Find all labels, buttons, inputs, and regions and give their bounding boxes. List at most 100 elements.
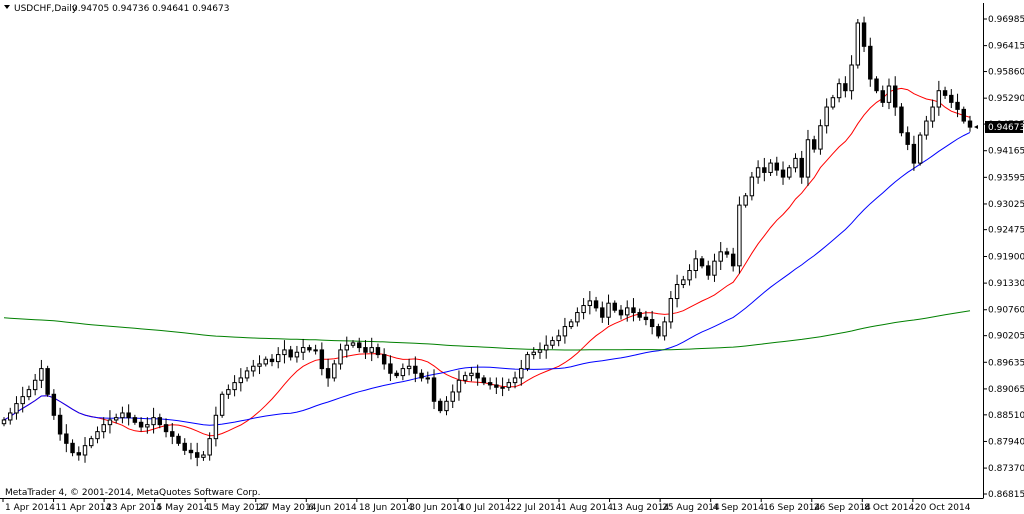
candle xyxy=(550,336,555,349)
candle xyxy=(762,157,767,182)
x-tick-label: 20 Oct 2014 xyxy=(915,503,971,513)
x-tick-label: 25 Aug 2014 xyxy=(662,503,720,513)
candle xyxy=(120,406,125,424)
candle xyxy=(562,317,568,344)
candle xyxy=(350,340,356,348)
candle xyxy=(637,308,642,321)
candle xyxy=(475,364,480,386)
candle xyxy=(531,347,536,360)
candle xyxy=(363,340,368,359)
candle xyxy=(263,356,268,367)
candle xyxy=(64,424,69,453)
candle xyxy=(244,366,250,382)
candle xyxy=(587,291,593,315)
x-tick-label: 8 Oct 2014 xyxy=(864,503,914,513)
y-tick-label: 0.95290 xyxy=(988,94,1024,104)
candle xyxy=(406,358,412,376)
candle xyxy=(718,242,723,270)
ma-medium-line xyxy=(3,131,971,426)
price-marker-icon xyxy=(974,124,978,129)
candle xyxy=(157,413,163,429)
candle xyxy=(799,150,804,184)
y-tick-label: 0.89635 xyxy=(988,358,1024,368)
candle xyxy=(805,129,811,186)
candle xyxy=(706,260,711,280)
candle xyxy=(600,301,605,323)
candle xyxy=(593,296,599,312)
x-tick-label: 30 Jun 2014 xyxy=(409,503,463,513)
y-tick-label: 0.89065 xyxy=(988,385,1024,395)
candle xyxy=(213,406,219,447)
candle xyxy=(126,404,131,426)
candle xyxy=(494,377,499,395)
candle xyxy=(911,135,917,171)
candle xyxy=(413,356,418,383)
candle xyxy=(631,298,636,322)
candle xyxy=(257,355,262,375)
candle xyxy=(824,98,829,134)
candle xyxy=(45,365,50,397)
ma-slow-line xyxy=(3,310,971,351)
candle xyxy=(82,437,88,463)
candle xyxy=(880,85,885,107)
axes xyxy=(0,3,984,499)
x-tick-label: 6 Jun 2014 xyxy=(308,503,357,513)
x-tick-label: 1 Aug 2014 xyxy=(561,503,613,513)
candle xyxy=(20,386,25,413)
candle xyxy=(70,439,75,457)
candle xyxy=(469,366,474,382)
candle xyxy=(868,37,873,87)
candle xyxy=(861,16,867,52)
candle xyxy=(899,103,904,137)
candle xyxy=(456,370,462,401)
candle xyxy=(207,432,212,461)
candle xyxy=(924,115,929,140)
candle xyxy=(145,417,150,434)
candle xyxy=(113,413,119,424)
candle xyxy=(892,76,898,116)
candle xyxy=(855,19,861,69)
candle xyxy=(170,423,175,445)
candle xyxy=(438,398,443,414)
candle xyxy=(450,384,455,409)
candle xyxy=(730,247,736,272)
candle xyxy=(419,369,424,382)
dropdown-triangle-icon[interactable] xyxy=(4,5,10,9)
y-tick-label: 0.88510 xyxy=(988,411,1024,421)
candle xyxy=(668,291,674,329)
copyright-label: MetaTrader 4, © 2001-2014, MetaQuotes So… xyxy=(5,488,261,498)
candle xyxy=(8,407,13,425)
candle xyxy=(961,106,966,124)
candle xyxy=(194,442,200,467)
candle xyxy=(500,377,505,397)
candle xyxy=(76,446,82,461)
candle xyxy=(238,368,244,392)
candle xyxy=(282,340,287,364)
y-tick-label: 0.93025 xyxy=(988,200,1024,210)
x-tick-label: 4 Sep 2014 xyxy=(713,503,765,513)
candle xyxy=(132,414,138,425)
candle xyxy=(967,115,973,132)
candle xyxy=(830,94,836,110)
candle xyxy=(89,435,94,449)
candle xyxy=(394,370,399,379)
candle xyxy=(749,171,755,201)
candle xyxy=(568,319,574,330)
candle xyxy=(444,396,449,416)
candle xyxy=(276,347,281,369)
candle xyxy=(388,355,393,382)
candle xyxy=(201,451,206,461)
candle xyxy=(232,375,237,397)
candle xyxy=(138,417,144,432)
candle xyxy=(14,396,19,420)
candle xyxy=(656,323,661,339)
x-tick-label: 27 May 2014 xyxy=(258,503,317,513)
x-tick-label: 26 Sep 2014 xyxy=(814,503,871,513)
candle xyxy=(581,298,586,320)
current-price-tag: 0.94673 xyxy=(985,120,1024,133)
candle xyxy=(618,305,624,320)
candle xyxy=(930,99,935,128)
candle xyxy=(886,78,892,110)
x-tick-label: 23 Apr 2014 xyxy=(106,503,162,513)
